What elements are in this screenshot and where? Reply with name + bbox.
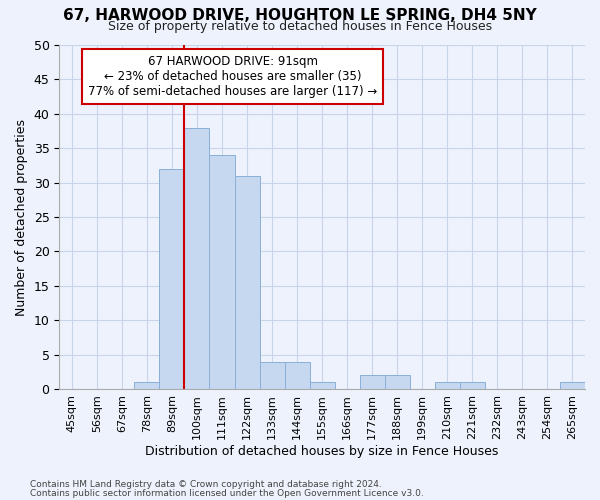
Text: 67, HARWOOD DRIVE, HOUGHTON LE SPRING, DH4 5NY: 67, HARWOOD DRIVE, HOUGHTON LE SPRING, D… bbox=[63, 8, 537, 22]
Bar bbox=[460, 382, 485, 389]
X-axis label: Distribution of detached houses by size in Fence Houses: Distribution of detached houses by size … bbox=[145, 444, 499, 458]
Bar bbox=[560, 382, 585, 389]
Bar bbox=[134, 382, 160, 389]
Text: 67 HARWOOD DRIVE: 91sqm
← 23% of detached houses are smaller (35)
77% of semi-de: 67 HARWOOD DRIVE: 91sqm ← 23% of detache… bbox=[88, 56, 377, 98]
Bar bbox=[435, 382, 460, 389]
Bar bbox=[184, 128, 209, 389]
Bar bbox=[385, 376, 410, 389]
Bar bbox=[235, 176, 260, 389]
Text: Size of property relative to detached houses in Fence Houses: Size of property relative to detached ho… bbox=[108, 20, 492, 33]
Text: Contains HM Land Registry data © Crown copyright and database right 2024.: Contains HM Land Registry data © Crown c… bbox=[30, 480, 382, 489]
Bar bbox=[260, 362, 284, 389]
Bar bbox=[209, 155, 235, 389]
Text: Contains public sector information licensed under the Open Government Licence v3: Contains public sector information licen… bbox=[30, 488, 424, 498]
Bar bbox=[359, 376, 385, 389]
Bar bbox=[310, 382, 335, 389]
Bar bbox=[284, 362, 310, 389]
Bar bbox=[160, 169, 184, 389]
Y-axis label: Number of detached properties: Number of detached properties bbox=[15, 118, 28, 316]
